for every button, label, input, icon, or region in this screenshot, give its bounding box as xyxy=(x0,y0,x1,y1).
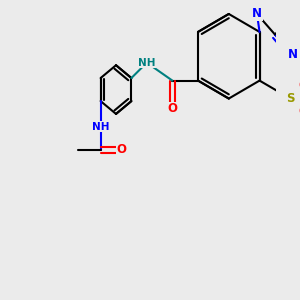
Text: O: O xyxy=(298,79,300,92)
Text: O: O xyxy=(167,102,177,115)
Text: N: N xyxy=(288,49,298,62)
Text: N: N xyxy=(252,8,262,20)
Text: NH: NH xyxy=(138,58,155,68)
Text: O: O xyxy=(116,143,126,156)
Text: NH: NH xyxy=(92,122,110,132)
Text: O: O xyxy=(298,105,300,118)
Text: S: S xyxy=(286,92,295,105)
